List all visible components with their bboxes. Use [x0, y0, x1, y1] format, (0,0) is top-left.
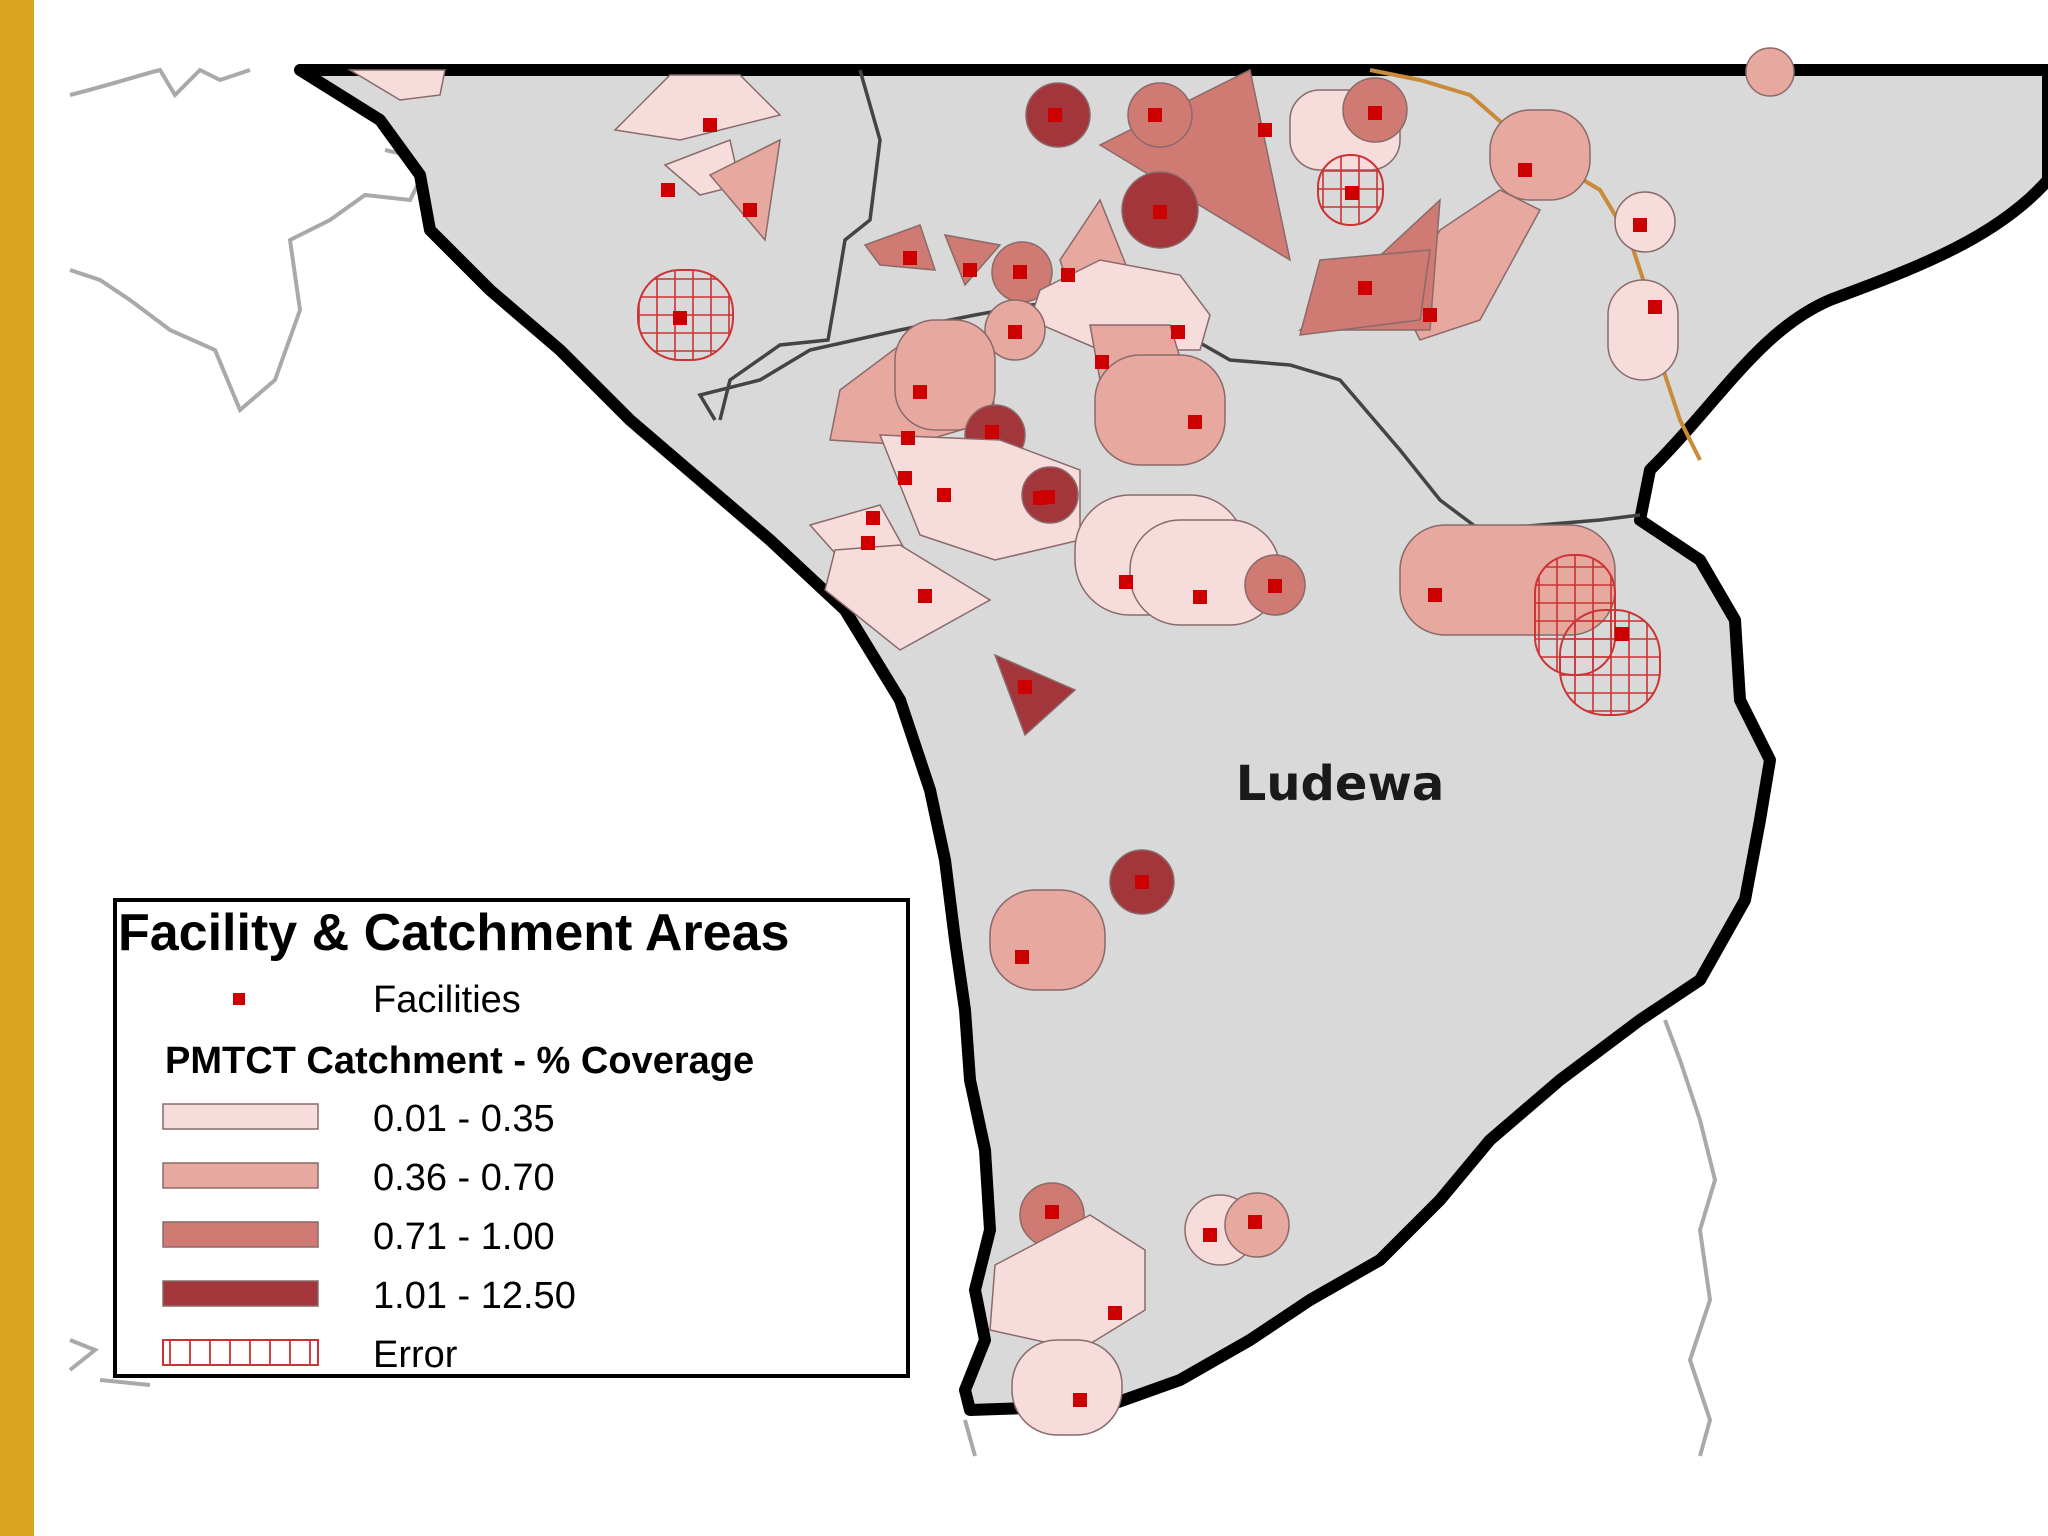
- facility-marker: [1171, 325, 1185, 339]
- facility-marker: [1061, 268, 1075, 282]
- legend-facilities-label: Facilities: [373, 979, 521, 1021]
- facility-marker: [1368, 106, 1382, 120]
- facility-marker: [1358, 281, 1372, 295]
- facility-marker: [1193, 590, 1207, 604]
- facility-marker: [1033, 491, 1047, 505]
- facility-marker: [1633, 218, 1647, 232]
- facility-marker: [1248, 1215, 1262, 1229]
- facility-marker: [1345, 186, 1359, 200]
- facility-marker: [743, 203, 757, 217]
- facility-marker: [913, 385, 927, 399]
- facility-marker: [901, 431, 915, 445]
- facility-marker: [898, 471, 912, 485]
- facility-marker: [1015, 950, 1029, 964]
- facility-marker: [1648, 300, 1662, 314]
- legend-swatch-class-4: [162, 1280, 319, 1307]
- facility-marker: [1188, 415, 1202, 429]
- facility-markers: [661, 106, 1662, 1407]
- facility-marker: [1073, 1393, 1087, 1407]
- legend-swatch-class-1: [162, 1103, 319, 1130]
- legend-swatch-class-3: [162, 1221, 319, 1248]
- facility-marker: [1048, 108, 1062, 122]
- facility-marker: [661, 183, 675, 197]
- legend-label-class-2: 0.36 - 0.70: [373, 1157, 555, 1199]
- legend-label-class-1: 0.01 - 0.35: [373, 1098, 555, 1140]
- facility-marker: [1258, 123, 1272, 137]
- facility-marker: [1423, 308, 1437, 322]
- legend-swatch-error: [162, 1339, 319, 1366]
- facility-marker: [1203, 1228, 1217, 1242]
- neighbor-boundaries: [68, 67, 1718, 1457]
- facility-marker: [1008, 325, 1022, 339]
- facility-marker: [1013, 265, 1027, 279]
- river: [1369, 68, 1702, 461]
- facility-marker: [937, 488, 951, 502]
- facility-marker: [1045, 1205, 1059, 1219]
- facility-marker: [703, 118, 717, 132]
- facility-marker: [861, 536, 875, 550]
- facility-marker: [918, 589, 932, 603]
- facility-marker: [963, 263, 977, 277]
- facility-marker: [1428, 588, 1442, 602]
- legend-error-label: Error: [373, 1334, 458, 1376]
- facility-marker: [1148, 108, 1162, 122]
- legend-label-class-4: 1.01 - 12.50: [373, 1275, 576, 1317]
- facility-marker: [1018, 680, 1032, 694]
- error-areas: [637, 154, 1661, 716]
- region-label: Ludewa: [1236, 756, 1444, 812]
- legend: Facility & Catchment Areas Facilities PM…: [113, 898, 910, 1378]
- facility-marker: [1135, 875, 1149, 889]
- facility-marker: [673, 311, 687, 325]
- legend-subtitle: PMTCT Catchment - % Coverage: [165, 1040, 754, 1082]
- facility-marker: [866, 511, 880, 525]
- legend-swatch-class-2: [162, 1162, 319, 1189]
- ludewa-district: [294, 64, 2048, 1416]
- facility-marker: [1108, 1306, 1122, 1320]
- facility-marker: [1095, 355, 1109, 369]
- frame-accent-bar: [0, 0, 34, 1536]
- legend-label-class-3: 0.71 - 1.00: [373, 1216, 555, 1258]
- facility-marker: [903, 251, 917, 265]
- facility-marker: [1615, 627, 1629, 641]
- legend-title: Facility & Catchment Areas: [118, 904, 789, 962]
- facility-marker: [985, 425, 999, 439]
- facility-marker: [1119, 575, 1133, 589]
- legend-facility-symbol: [233, 993, 245, 1005]
- facility-marker: [1518, 163, 1532, 177]
- facility-marker: [1268, 579, 1282, 593]
- facility-marker: [1153, 205, 1167, 219]
